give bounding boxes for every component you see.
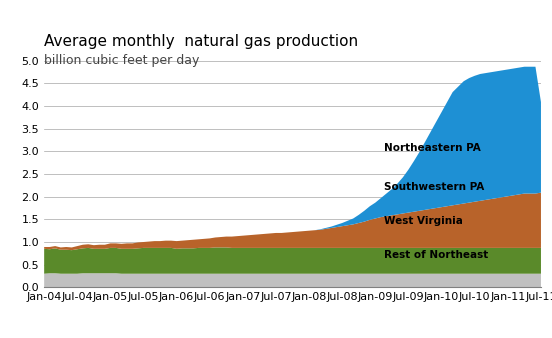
Text: Southwestern PA: Southwestern PA (385, 182, 485, 192)
Text: billion cubic feet per day: billion cubic feet per day (44, 54, 199, 67)
Text: West Virginia: West Virginia (385, 216, 463, 226)
Text: Average monthly  natural gas production: Average monthly natural gas production (44, 34, 358, 49)
Text: Rest of Northeast: Rest of Northeast (385, 250, 489, 260)
Text: Northeastern PA: Northeastern PA (385, 143, 481, 153)
